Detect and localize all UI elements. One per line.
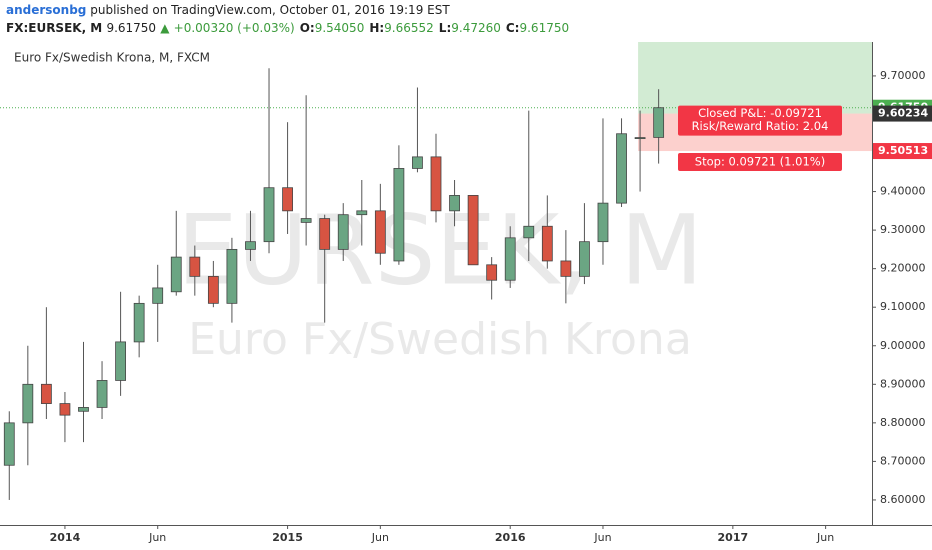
x-tick-label: Jun [593,531,611,544]
candle-body [22,383,34,424]
candle-body [152,287,164,304]
candle-body [449,195,460,212]
x-tick-label: 2016 [495,531,526,544]
candle-body [96,380,108,408]
candle-body [579,241,590,277]
y-tick-label: 9.30000 [880,223,926,236]
watermark-sub: Euro Fx/Swedish Krona [188,314,692,365]
ohlc-key: H: [369,21,385,35]
candle-body [226,248,238,304]
price-tag [873,143,932,160]
candle-body [523,225,535,239]
candle-body [634,137,646,139]
up-arrow: ▲ [160,21,170,35]
candle-body [467,195,479,266]
change: +0.00320 (+0.03%) [173,21,295,35]
candle-body [597,202,609,243]
ohlc: O:9.54050 H:9.66552 L:9.47260 C:9.61750 [295,21,569,35]
y-tick-label: 8.60000 [880,493,926,506]
price-tag-label: 9.50513 [878,144,928,157]
candle-body [319,218,331,250]
x-tick-label: Jun [148,531,166,544]
y-tick-label: 9.70000 [880,69,926,82]
chart-title: Euro Fx/Swedish Krona, M, FXCM [14,51,210,65]
y-tick-label: 8.70000 [880,454,926,467]
candle-body [263,187,275,243]
candle-body [430,156,442,212]
candle-body [300,218,312,223]
symbol: FX:EURSEK, M [6,21,103,35]
candle-body [3,422,15,466]
candle-body [189,256,201,277]
stop-text: Stop: 0.09721 (1.01%) [695,155,825,169]
candle-body [115,341,126,381]
candle-body [133,302,145,343]
candle-body [245,241,256,250]
ratio-text: Risk/Reward Ratio: 2.04 [692,119,829,133]
candle-body [412,156,423,169]
price-tag-label: 9.60234 [878,107,928,120]
y-tick-label: 8.80000 [880,416,926,429]
header-line: andersonbg published on TradingView.com,… [6,3,450,17]
price-tag [873,105,932,122]
symbol-line: FX:EURSEK, M 9.61750 ▲ +0.00320 (+0.03%)… [6,21,569,35]
y-tick-label: 9.40000 [880,185,926,198]
price: 9.61750 [106,21,157,35]
candle-body [504,237,516,281]
ohlc-value: 9.66552 [384,21,434,35]
candle-body [541,225,553,262]
candle-body [282,187,293,212]
candle-body [40,383,52,404]
chart: EURSEK, M Euro Fx/Swedish Krona Euro Fx/… [0,42,932,544]
ohlc-value: 9.54050 [314,21,365,35]
x-tick-label: 2015 [272,531,303,544]
target-zone [638,42,872,114]
candle-body [356,210,368,216]
pnl-box [678,105,842,136]
candle-body [653,107,665,138]
candle-body [78,407,89,412]
x-tick-label: 2014 [50,531,81,544]
y-tick-label: 9.20000 [880,262,926,275]
candle-body [616,133,627,204]
x-tick-label: Jun [816,531,834,544]
ohlc-key: L: [438,21,452,35]
published: published on TradingView.com, October 01… [90,3,450,17]
ohlc-value: 9.47260 [451,21,501,35]
candle-body [170,256,182,293]
candle-body [393,168,405,262]
y-tick-label: 8.90000 [880,377,926,390]
y-tick-label: 9.00000 [880,339,926,352]
candle-body [374,210,386,254]
x-tick-label: 2017 [718,531,749,544]
ohlc-key: O: [299,21,315,35]
author[interactable]: andersonbg [6,3,87,17]
y-tick-label: 9.10000 [880,300,926,313]
candle-body [560,260,572,277]
candle-body [207,275,219,304]
candle-body [59,403,71,416]
ohlc-key: C: [505,21,520,35]
stop-box [678,153,842,172]
ohlc-value: 9.61750 [519,21,570,35]
x-tick-label: Jun [371,531,389,544]
candle-body [337,214,349,250]
candle-body [486,264,498,281]
pnl-text: Closed P&L: -0.09721 [698,106,822,120]
